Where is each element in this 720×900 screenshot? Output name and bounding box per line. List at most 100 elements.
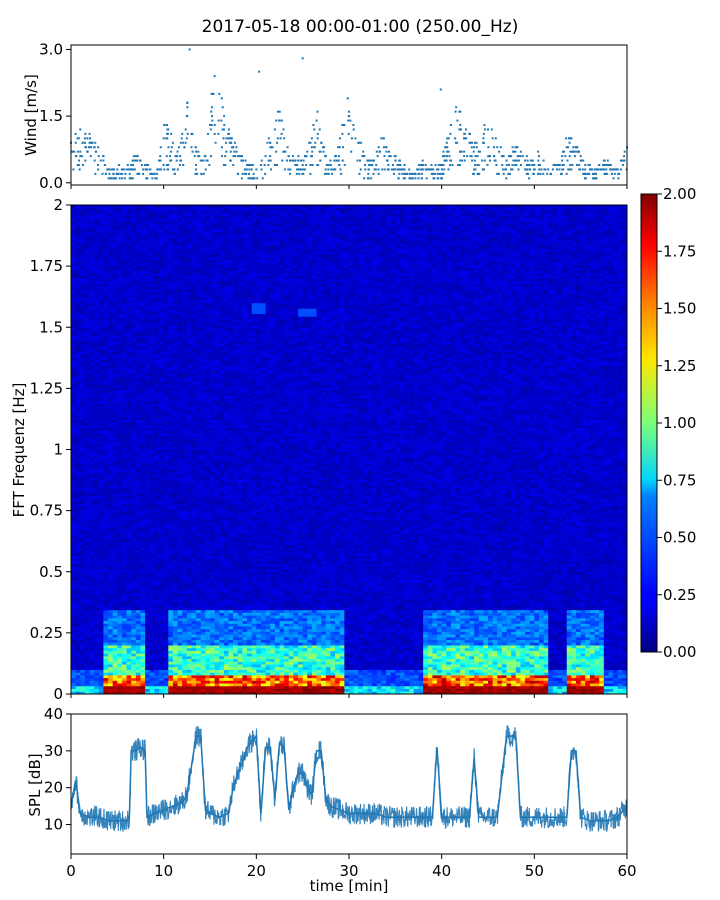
spectrogram-cell [136, 379, 141, 382]
spectrogram-cell [159, 607, 164, 610]
spectrogram-cell [108, 450, 113, 453]
spectrogram-cell [99, 409, 104, 412]
spectrogram-cell [108, 243, 113, 246]
spectrogram-cell [145, 550, 150, 553]
spectrogram-cell [71, 319, 76, 322]
spectrogram-cell [90, 243, 95, 246]
spectrogram-cell [99, 376, 104, 379]
wind-point [538, 168, 540, 170]
spectrogram-cell [71, 667, 76, 670]
spectrogram-cell [168, 349, 173, 352]
spectrogram-cell [136, 401, 141, 404]
spectrogram-cell [150, 420, 155, 423]
spectrogram-cell [76, 379, 81, 382]
spectrogram-cell [164, 270, 169, 273]
spectrogram-cell [150, 284, 155, 287]
spectrogram-cell [164, 534, 169, 537]
wind-point [437, 173, 439, 175]
spectrogram-cell [103, 425, 108, 428]
spectrogram-cell [113, 371, 118, 374]
spectrogram-cell [90, 238, 95, 241]
spectrogram-cell [131, 333, 136, 336]
spectrogram-cell [159, 352, 164, 355]
wind-point [367, 177, 369, 179]
wind-point [179, 160, 181, 162]
wind-point [262, 177, 264, 179]
wind-point [383, 146, 385, 148]
spectrogram-cell [164, 409, 169, 412]
spectrogram-cell [90, 607, 95, 610]
spectrogram-cell [99, 509, 104, 512]
spectrogram-cell [136, 632, 141, 635]
spectrogram-cell [90, 287, 95, 290]
spectrogram-cell [80, 368, 85, 371]
spectrogram-cell [154, 295, 159, 298]
spectrogram-cell [154, 526, 159, 529]
spectrogram-cell [154, 528, 159, 531]
spectrogram-cell [159, 604, 164, 607]
wind-point [569, 164, 571, 166]
spectrogram-cell [141, 517, 146, 520]
spectrogram-cell [90, 629, 95, 632]
spectrogram-cell [154, 447, 159, 450]
spectrogram-cell [150, 422, 155, 425]
spectrogram-cell [76, 553, 81, 556]
spectrogram-cell [154, 536, 159, 539]
spectrogram-cell [113, 452, 118, 455]
spectrogram-cell [159, 613, 164, 616]
spectrogram-cell [127, 564, 132, 567]
spectrogram-cell [141, 349, 146, 352]
spectrogram-cell [122, 373, 127, 376]
spectrogram-cell [90, 368, 95, 371]
spectrogram-cell [159, 593, 164, 596]
spectrogram-cell [76, 520, 81, 523]
spectrogram-cell [145, 447, 150, 450]
spectrogram-cell [90, 458, 95, 461]
spectrogram-cell [117, 330, 122, 333]
spectrogram-cell [117, 498, 122, 501]
spectrogram-cell [168, 373, 173, 376]
spectrogram-cell [99, 422, 104, 425]
spectrogram-cell [164, 360, 169, 363]
spectrogram-cell [99, 254, 104, 257]
spectrogram-cell [150, 441, 155, 444]
wind-point [220, 120, 222, 122]
spectrogram-cell [90, 411, 95, 414]
spectrogram-cell [150, 580, 155, 583]
spectrogram-cell [127, 640, 132, 643]
spectrogram-cell [80, 477, 85, 480]
spectrogram-cell [108, 311, 113, 314]
spectrogram-cell [85, 232, 90, 235]
spectrogram-cell [113, 501, 118, 504]
spectrogram-cell [108, 507, 113, 510]
spectrogram-cell [164, 303, 169, 306]
spectrogram-cell [76, 588, 81, 591]
spectrogram-cell [90, 542, 95, 545]
spectrogram-cell [145, 303, 150, 306]
spectrogram-cell [71, 382, 76, 385]
wind-point [476, 146, 478, 148]
spectrogram-cell [94, 243, 99, 246]
spectrogram-cell [113, 596, 118, 599]
spectrogram-cell [99, 602, 104, 605]
spectrogram-cell [113, 645, 118, 648]
spectrogram-cell [71, 216, 76, 219]
spectrogram-cell [127, 354, 132, 357]
spectrogram-cell [164, 477, 169, 480]
spectrogram-cell [71, 539, 76, 542]
spectrogram-cell [99, 520, 104, 523]
spectrogram-cell [122, 490, 127, 493]
spectrogram-cell [80, 352, 85, 355]
spectrogram-cell [164, 414, 169, 417]
spectrogram-cell [76, 316, 81, 319]
spectrogram-cell [113, 376, 118, 379]
wind-point [579, 168, 581, 170]
spectrogram-cell [76, 373, 81, 376]
spectrogram-cell [90, 395, 95, 398]
spectrogram-cell [127, 287, 132, 290]
spectrogram-cell [136, 338, 141, 341]
spectrogram-cell [85, 686, 90, 689]
spectrogram-cell [94, 536, 99, 539]
spectrogram-cell [76, 257, 81, 260]
spectrogram-cell [71, 398, 76, 401]
